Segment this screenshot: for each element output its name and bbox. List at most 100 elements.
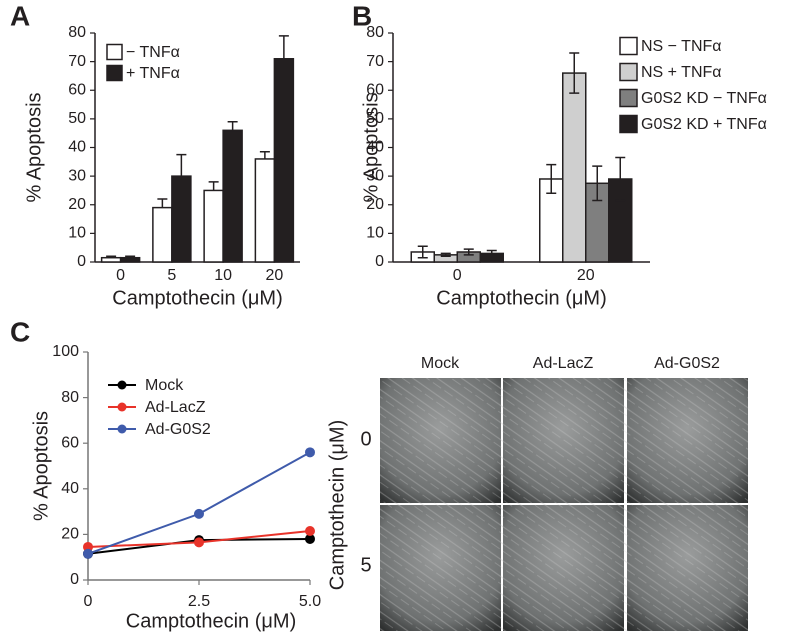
legend-marker xyxy=(117,424,127,434)
error-bar xyxy=(417,245,428,259)
legend-label: − TNFα xyxy=(126,44,180,61)
y-tick-label: 60 xyxy=(68,81,86,98)
y-tick-label: 70 xyxy=(68,53,86,70)
y-tick-label: 10 xyxy=(68,225,86,242)
bar xyxy=(100,256,122,263)
x-tick-label: 2.5 xyxy=(188,593,210,610)
y-tick-label: 80 xyxy=(61,389,79,406)
x-tick-label: 20 xyxy=(577,267,595,284)
error-bar xyxy=(546,163,557,195)
legend-swatch xyxy=(619,36,638,56)
y-tick-label: 10 xyxy=(366,225,384,242)
column-label: Mock xyxy=(421,355,460,372)
y-tick-label: 30 xyxy=(366,167,384,184)
y-tick-label: 30 xyxy=(68,167,86,184)
y-tick-label: 50 xyxy=(366,110,384,127)
bar xyxy=(273,58,295,263)
legend-label: NS − TNFα xyxy=(641,38,722,55)
y-tick-label: 70 xyxy=(366,53,384,70)
row-title: Camptothecin (μM) xyxy=(326,420,348,590)
legend-label: G0S2 KD + TNFα xyxy=(641,116,767,133)
point xyxy=(305,525,315,536)
point xyxy=(194,537,204,548)
legend-label: G0S2 KD − TNFα xyxy=(641,90,767,107)
x-tick-label: 0 xyxy=(84,593,93,610)
bar xyxy=(152,206,173,263)
legend-label: Ad-LacZ xyxy=(145,399,206,416)
x-axis-label: Camptothecin (μM) xyxy=(112,287,282,309)
error-bar xyxy=(440,252,451,258)
bar xyxy=(562,72,587,263)
y-tick-label: 60 xyxy=(366,81,384,98)
legend-marker xyxy=(117,402,127,412)
x-tick-label: 0 xyxy=(453,267,462,284)
error-bar xyxy=(592,165,603,202)
row-label: 5 xyxy=(360,554,371,576)
error-bar xyxy=(208,181,219,191)
column-label: Ad-G0S2 xyxy=(654,355,720,372)
error-bar xyxy=(125,255,136,258)
point xyxy=(305,533,315,544)
error-bar xyxy=(227,120,238,131)
error-bar xyxy=(176,153,187,177)
y-tick-label: 50 xyxy=(68,110,86,127)
y-tick-label: 40 xyxy=(366,139,384,156)
point xyxy=(83,548,93,559)
x-tick-label: 10 xyxy=(214,267,232,284)
y-axis-label: % Apoptosis xyxy=(30,411,52,521)
y-tick-label: 100 xyxy=(52,343,79,360)
y-tick-label: 20 xyxy=(61,526,79,543)
legend-swatch xyxy=(619,114,638,134)
y-tick-label: 80 xyxy=(366,24,384,41)
error-bar xyxy=(259,151,270,159)
legend-label: Mock xyxy=(145,377,184,394)
x-axis-label: Camptothecin (μM) xyxy=(126,610,296,632)
error-bar xyxy=(569,52,580,94)
y-tick-label: 0 xyxy=(375,253,384,270)
point xyxy=(194,508,204,519)
error-bar xyxy=(463,248,474,256)
column-label: Ad-LacZ xyxy=(533,355,594,372)
y-axis-label: % Apoptosis xyxy=(360,92,382,202)
legend-swatch xyxy=(106,64,123,82)
y-tick-label: 60 xyxy=(61,434,79,451)
legend-marker xyxy=(117,380,127,390)
panel-label: A xyxy=(10,0,30,31)
legend-label: Ad-G0S2 xyxy=(145,421,211,438)
y-tick-label: 0 xyxy=(77,253,86,270)
legend-label: + TNFα xyxy=(126,65,180,82)
bar xyxy=(171,175,192,263)
bar xyxy=(119,256,141,263)
y-axis-label: % Apoptosis xyxy=(23,92,45,202)
error-bar xyxy=(278,35,289,59)
error-bar xyxy=(106,255,117,258)
y-tick-label: 0 xyxy=(70,571,79,588)
legend-label: NS + TNFα xyxy=(641,64,722,81)
legend-swatch xyxy=(106,43,123,61)
error-bar xyxy=(486,249,497,258)
x-axis-label: Camptothecin (μM) xyxy=(436,287,606,309)
bar xyxy=(254,158,276,263)
bar xyxy=(222,129,243,263)
x-tick-label: 5 xyxy=(167,267,176,284)
legend-swatch xyxy=(619,88,638,108)
y-tick-label: 40 xyxy=(68,139,86,156)
row-label: 0 xyxy=(360,428,371,450)
legend-swatch xyxy=(619,62,638,82)
x-tick-label: 0 xyxy=(116,267,125,284)
point xyxy=(83,541,93,552)
y-tick-label: 20 xyxy=(68,196,86,213)
x-tick-label: 20 xyxy=(265,267,283,284)
bar xyxy=(203,189,224,263)
y-tick-label: 40 xyxy=(61,480,79,497)
micrograph-texture xyxy=(380,378,748,631)
panel-label: C xyxy=(10,316,30,347)
y-tick-label: 20 xyxy=(366,196,384,213)
y-tick-label: 80 xyxy=(68,24,86,41)
error-bar xyxy=(157,198,168,208)
point xyxy=(305,447,315,458)
panel-label: B xyxy=(352,0,372,31)
micrograph-grid: Mock Ad-LacZ Ad-G0S2 0 5 Camptothecin (μ… xyxy=(326,355,748,631)
x-tick-label: 5.0 xyxy=(299,593,321,610)
